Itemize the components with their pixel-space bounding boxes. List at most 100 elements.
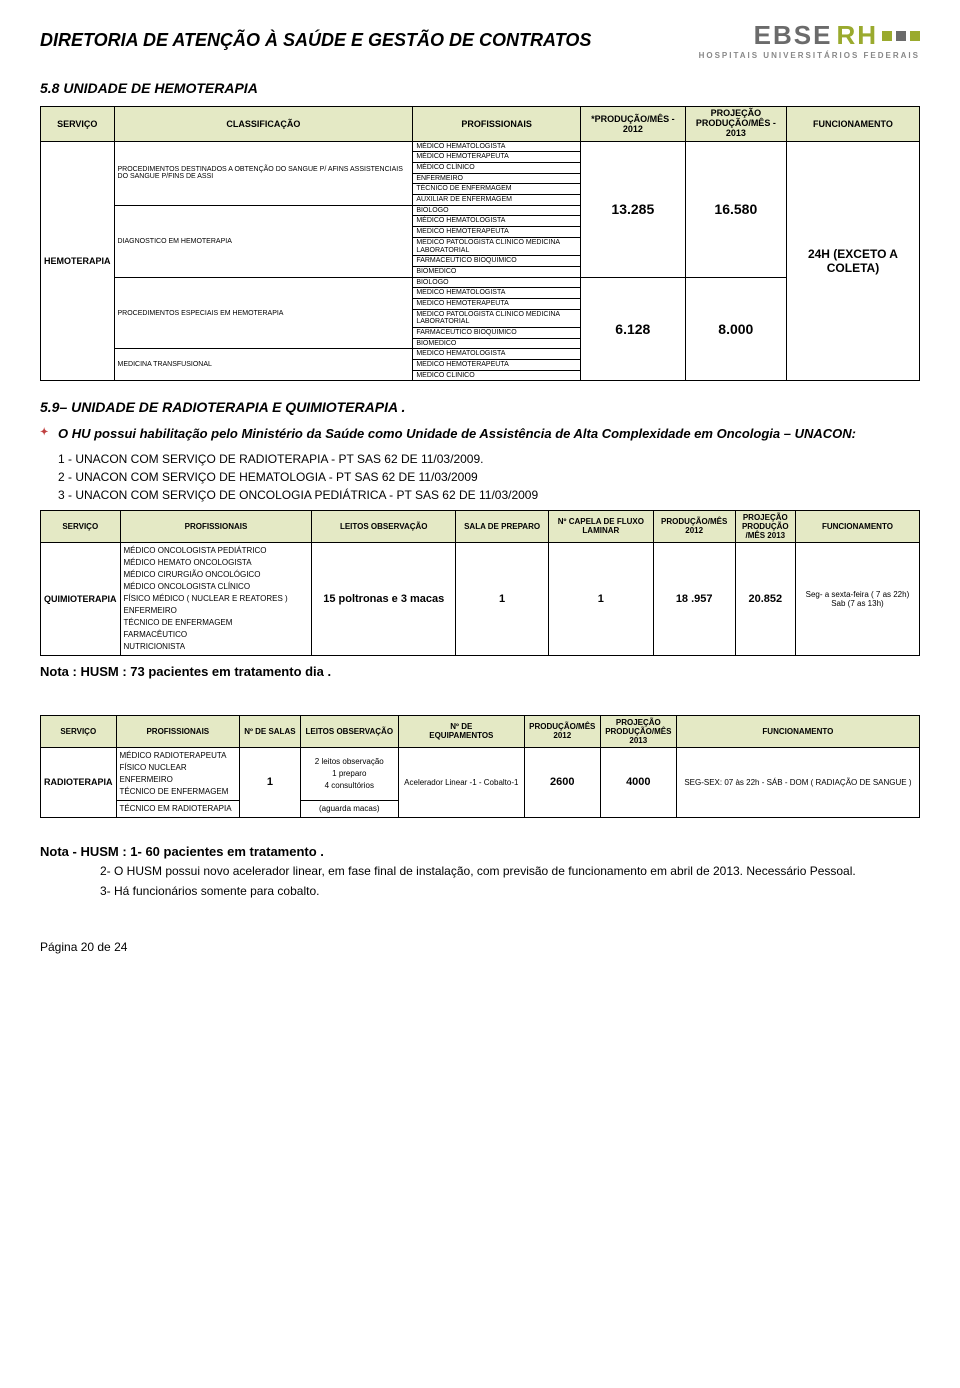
logo-text-main: EBSE (754, 20, 833, 51)
unacon-line-3: 3 - UNACON COM SERVIÇO DE ONCOLOGIA PEDI… (58, 488, 920, 502)
th-sala: SALA DE PREPARO (456, 510, 549, 542)
prof-list: MÉDICO ONCOLOGISTA PEDIÁTRICO MÉDICO HEM… (120, 542, 312, 655)
th-equip: Nº DE EQUIPAMENTOS (398, 715, 524, 747)
th-line: 2013 (629, 736, 647, 745)
th-proj2013: PROJEÇÃO PRODUÇÃO/MÊS - 2013 (685, 107, 786, 142)
th-line: 2012 (553, 731, 571, 740)
th-capela: Nº CAPELA DE FLUXO LAMINAR (549, 510, 653, 542)
th-line: Nº DE (450, 722, 472, 731)
prof-item: ENFERMEIRO (120, 774, 237, 786)
prof-item: MÉDICO RADIOTERAPEUTA (120, 750, 237, 762)
th-prod: PRODUÇÃO/MÊS 2012 (524, 715, 600, 747)
th-salas: Nº DE SALAS (240, 715, 301, 747)
radioterapia-table: SERVIÇO PROFISSIONAIS Nº DE SALAS LEITOS… (40, 715, 920, 818)
proj-cell: 4000 (600, 747, 676, 817)
class-cell-g3: PROCEDIMENTOS ESPECIAIS EM HEMOTERAPIA (114, 277, 413, 349)
prof-item: FARMACÊUTICO (124, 629, 309, 641)
servico-cell: RADIOTERAPIA (41, 747, 117, 817)
th-line: PRODUÇÃO/MÊS (661, 517, 727, 526)
hemoterapia-table: SERVIÇO CLASSIFICAÇÃO PROFISSIONAIS *PRO… (40, 106, 920, 381)
equip-cell: Acelerador Linear -1 - Cobalto-1 (398, 747, 524, 817)
prof-item: MÉDICO HEMATO ONCOLOGISTA (124, 557, 309, 569)
funcionamento-cell: 24H (EXCETO A COLETA) (786, 141, 919, 381)
proj-top: 16.580 (685, 141, 786, 277)
prof-item: FÍSICO NUCLEAR (120, 762, 237, 774)
note-text: Nota : HUSM : 73 pacientes em tratamento… (40, 664, 331, 679)
prof-cell: BIOMEDICO (413, 266, 581, 277)
prof-row2: TÉCNICO EM RADIOTERAPIA (116, 800, 240, 817)
prof-item: FÍSICO MÉDICO ( NUCLEAR E REATORES ) (124, 593, 309, 605)
th-classificacao: CLASSIFICAÇÃO (114, 107, 413, 142)
salas-cell: 1 (240, 747, 301, 817)
prof-item: MÉDICO ONCOLOGISTA PEDIÁTRICO (124, 545, 309, 557)
page-header: DIRETORIA DE ATENÇÃO À SAÚDE E GESTÃO DE… (40, 20, 920, 60)
proj-cell: 20.852 (735, 542, 795, 655)
prof-cell: MEDICO CLINICO (413, 370, 581, 381)
prof-list: MÉDICO RADIOTERAPEUTA FÍSICO NUCLEAR ENF… (116, 747, 240, 800)
prof-cell: BIOLOGO (413, 277, 581, 288)
prod-cell: 2600 (524, 747, 600, 817)
th-func: FUNCIONAMENTO (676, 715, 919, 747)
prod-bot: 6.128 (580, 277, 685, 381)
th-proj-line: PROJEÇÃO (711, 108, 762, 118)
quimioterapia-table: SERVIÇO PROFISSIONAIS LEITOS OBSERVAÇÃO … (40, 510, 920, 656)
th-funcionamento: FUNCIONAMENTO (786, 107, 919, 142)
class-cell-g1: PROCEDIMENTOS DESTINADOS A OBTENÇÃO DO S… (114, 141, 413, 205)
th-line: 2012 (685, 526, 703, 535)
prof-cell: MÉDICO HEMATOLOGISTA (413, 141, 581, 152)
page-footer: Página 20 de 24 (40, 940, 920, 954)
th-line: /MÊS 2013 (746, 531, 786, 540)
func-cell: SEG-SEX: 07 às 22h - SÁB - DOM ( RADIAÇÃ… (676, 747, 919, 817)
func-line: Sab (7 as 13h) (831, 599, 883, 608)
th-proj-line: PRODUÇÃO/MÊS - 2013 (696, 118, 776, 138)
th-proj: PROJEÇÃO PRODUÇÃO /MÊS 2013 (735, 510, 795, 542)
servico-cell: HEMOTERAPIA (41, 141, 115, 381)
logo-subtitle: HOSPITAIS UNIVERSITÁRIOS FEDERAIS (699, 51, 920, 60)
note-text: Nota - HUSM : 1- 60 pacientes em tratame… (40, 844, 324, 859)
leitos-item: 2 leitos observação (304, 756, 395, 768)
proj-bot: 8.000 (685, 277, 786, 381)
prof-cell: MEDICO HEMOTERAPEUTA (413, 298, 581, 309)
leitos-item: 4 consultórios (304, 780, 395, 792)
prof-cell: FARMACEUTICO BIOQUIMICO (413, 256, 581, 267)
unacon-line-1: 1 - UNACON COM SERVIÇO DE RADIOTERAPIA -… (58, 452, 920, 466)
th-profissionais: PROFISSIONAIS (116, 715, 240, 747)
radio-note-1: Nota - HUSM : 1- 60 pacientes em tratame… (40, 844, 920, 859)
section-5-9-heading: 5.9– UNIDADE DE RADIOTERAPIA E QUIMIOTER… (40, 399, 920, 415)
directorate-title: DIRETORIA DE ATENÇÃO À SAÚDE E GESTÃO DE… (40, 20, 591, 51)
prof-item: TÉCNICO DE ENFERMAGEM (120, 786, 237, 798)
prof-cell: TÉCNICO DE ENFERMAGEM (413, 184, 581, 195)
servico-cell: QUIMIOTERAPIA (41, 542, 121, 655)
th-line: PRODUÇÃO/MÊS (605, 727, 671, 736)
prof-cell: MEDICO HEMOTERAPEUTA (413, 227, 581, 238)
logo-square-icon (896, 31, 906, 41)
leitos-cell: 15 poltronas e 3 macas (312, 542, 456, 655)
th-profissionais: PROFISSIONAIS (413, 107, 581, 142)
func-cell: Seg- a sexta-feira ( 7 as 22h) Sab (7 as… (795, 542, 919, 655)
prof-cell: BIOMEDICO (413, 338, 581, 349)
th-line: EQUIPAMENTOS (429, 731, 493, 740)
prof-cell: MEDICO PATOLOGISTA CLINICO MEDICINA LABO… (413, 237, 581, 255)
th-line: PROJEÇÃO (743, 513, 788, 522)
prof-cell: MÉDICO HEMATOLOGISTA (413, 216, 581, 227)
prod-top: 13.285 (580, 141, 685, 277)
th-leitos: LEITOS OBSERVAÇÃO (300, 715, 398, 747)
prof-cell: BIOLOGO (413, 205, 581, 216)
prof-cell: FARMACEUTICO BIOQUIMICO (413, 328, 581, 339)
logo-square-icon (882, 31, 892, 41)
capela-cell: 1 (549, 542, 653, 655)
th-line: PRODUÇÃO (742, 522, 789, 531)
radio-note-2: 2- O HUSM possui novo acelerador linear,… (100, 863, 920, 880)
th-profissionais: PROFISSIONAIS (120, 510, 312, 542)
unacon-line-2: 2 - UNACON COM SERVIÇO DE HEMATOLOGIA - … (58, 470, 920, 484)
ebserh-logo: EBSERH HOSPITAIS UNIVERSITÁRIOS FEDERAIS (699, 20, 920, 60)
class-cell-g2: DIAGNOSTICO EM HEMOTERAPIA (114, 205, 413, 277)
th-line: PROJEÇÃO (616, 718, 661, 727)
th-func: FUNCIONAMENTO (795, 510, 919, 542)
prof-cell: MEDICO HEMATOLOGISTA (413, 288, 581, 299)
prof-cell: MEDICO PATOLOGISTA CLINICO MEDICINA LABO… (413, 309, 581, 327)
th-servico: SERVIÇO (41, 107, 115, 142)
th-leitos: LEITOS OBSERVAÇÃO (312, 510, 456, 542)
prof-item: ENFERMEIRO (124, 605, 309, 617)
section-5-8-heading: 5.8 UNIDADE DE HEMOTERAPIA (40, 80, 920, 96)
